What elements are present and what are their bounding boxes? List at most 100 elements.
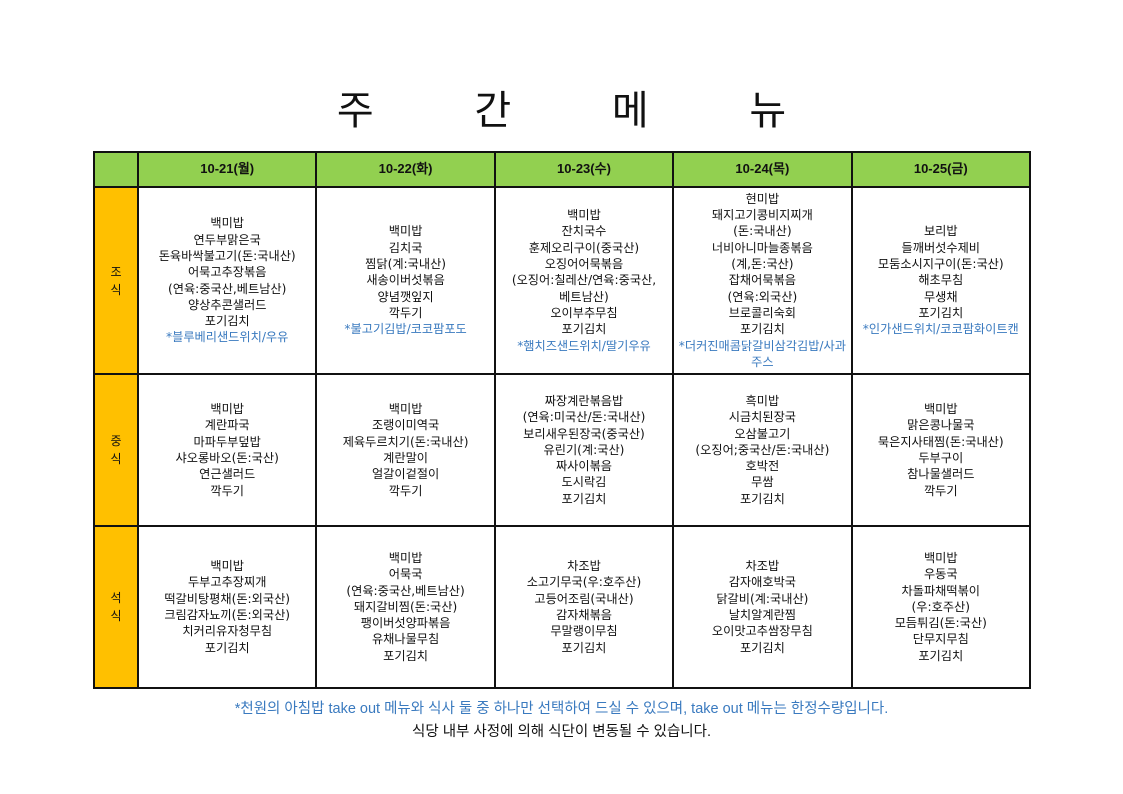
- corner-cell: [93, 151, 139, 188]
- menu-item: 감자채볶음: [555, 608, 612, 622]
- menu-cell: 백미밥 두부고추장찌개 떡갈비탕평채(돈:외국산) 크림감자뇨끼(돈:외국산) 치커리유…: [136, 525, 318, 689]
- menu-item: 포기김치: [918, 648, 964, 663]
- menu-item: 포기김치: [739, 322, 785, 337]
- menu-cell: 백미밥 조랭이미역국 제육두르치기(돈:국내산) 계란말이 얼갈이겉절이 깍두기: [315, 373, 496, 527]
- menu-item: 포기김치: [561, 322, 607, 337]
- menu-item: (연육:외국산): [727, 289, 798, 304]
- menu-item: 오징어어묵볶음: [544, 257, 624, 272]
- menu-item: 차돌파채떡볶이: [901, 583, 981, 598]
- menu-cell: 백미밥 어묵국 (연육:중국산,베트남산) 돼지갈비찜(돈:국산) 팽이버섯양파볶음 유채…: [315, 525, 496, 689]
- menu-item: 오이맛고추쌈장무침: [711, 624, 813, 639]
- menu-item: 마파두부덮밥: [193, 434, 261, 449]
- takeout-item: *인가샌드위치/코코팜화이트캔: [862, 322, 1019, 337]
- menu-item: 무생채: [923, 289, 958, 304]
- menu-item: 모듬튀김(돈:국산): [894, 616, 987, 631]
- menu-item: 돼지고기콩비지찌개: [711, 208, 813, 223]
- day-header: 10-22(화): [315, 151, 496, 188]
- menu-item: 포기김치: [739, 640, 785, 655]
- day-header: 10-25(금): [850, 151, 1032, 188]
- meal-label-char: 조: [110, 264, 122, 279]
- menu-cell: 백미밥 잔치국수 훈제오리구이(중국산) 오징어어묵볶음 (오징어:칠레산/연육:중국산…: [493, 186, 675, 375]
- menu-item: 브로콜리숙회: [728, 305, 796, 320]
- menu-item: 조랭이미역국: [371, 418, 440, 433]
- meal-label-char: 석: [110, 591, 122, 605]
- menu-cell: 백미밥 연두부맑은국 돈육바싹불고기(돈:국내산) 어묵고추장볶음 (연육:중국산,베트…: [136, 186, 318, 375]
- menu-item: 백미밥: [923, 402, 958, 417]
- menu-item: (우:호주산): [911, 599, 971, 614]
- meal-row-dinner: 석 식 백미밥 두부고추장찌개 떡갈비탕평채(돈:외국산) 크림감자뇨끼(돈:외국산) 치커…: [93, 525, 1032, 689]
- menu-item: 고등어조림(국내산): [534, 591, 634, 606]
- menu-item: 얼갈이겉절이: [371, 467, 440, 482]
- menu-item: 두부구이: [918, 451, 964, 465]
- menu-item: 새송이버섯볶음: [366, 273, 445, 288]
- menu-item: 묵은지사태찜(돈:국내산): [877, 434, 1004, 449]
- menu-item: 어묵고추장볶음: [187, 265, 267, 280]
- menu-item: (연육:중국산,베트남산): [167, 281, 287, 296]
- menu-item: 포기김치: [918, 305, 964, 320]
- meal-row-breakfast: 조 식 백미밥 연두부맑은국 돈육바싹불고기(돈:국내산) 어묵고추장볶음 (연육:중국산,…: [93, 186, 1032, 375]
- menu-item: 깍두기: [923, 483, 958, 498]
- menu-item: 잔치국수: [561, 224, 607, 239]
- menu-item: 포기김치: [739, 491, 785, 506]
- day-header: 10-24(목): [672, 151, 853, 188]
- menu-item: 샤오롱바오(돈:국산): [175, 451, 279, 465]
- menu-item: 모둠소시지구이(돈:국산): [877, 257, 1004, 272]
- menu-item: 포기김치: [383, 648, 429, 663]
- weekly-menu-table: 10-21(월) 10-22(화) 10-23(수) 10-24(목) 10-2…: [93, 151, 1032, 689]
- menu-item: 오이부추무침: [550, 305, 618, 320]
- menu-item: 백미밥: [388, 550, 423, 565]
- menu-item: (돈:국내산): [733, 224, 792, 239]
- menu-item: 참나물샐러드: [907, 467, 975, 482]
- meal-row-lunch: 중 식 백미밥 계란파국 마파두부덮밥 샤오롱바오(돈:국산) 연근샐러드 깍두기 백미밥 조랭이…: [93, 373, 1032, 527]
- menu-item: (오징어;중국산/돈:국내산): [695, 442, 830, 457]
- menu-item: 유린기(계:국산): [543, 442, 625, 457]
- menu-item: (연육:미국산/돈:국내산): [522, 410, 646, 425]
- menu-item: 잡채어묵볶음: [728, 273, 796, 288]
- menu-item: 백미밥: [210, 402, 245, 417]
- menu-item: 백미밥: [210, 216, 245, 231]
- menu-item: (연육:중국산,베트남산): [346, 583, 465, 598]
- menu-item: 보리새우된장국(중국산): [523, 426, 645, 441]
- meal-label-char: 식: [110, 282, 122, 297]
- change-note: 식당 내부 사정에 의해 식단이 변동될 수 있습니다.: [411, 724, 712, 740]
- takeout-item: *불고기김밥/코코팜포도: [344, 322, 467, 337]
- menu-item: 백미밥: [923, 550, 958, 565]
- menu-item: 짜장계란볶음밥: [544, 393, 624, 408]
- menu-item: 차조밥: [567, 559, 601, 574]
- menu-item: 너비아니마늘종볶음: [711, 240, 813, 255]
- menu-item: 두부고추장찌개: [187, 575, 267, 590]
- meal-label-char: 중: [110, 434, 122, 448]
- menu-item: 맑은콩나물국: [907, 418, 975, 433]
- menu-item: 짜사이볶음: [555, 459, 612, 474]
- menu-item: 포기김치: [204, 314, 250, 329]
- menu-item: 백미밥: [388, 224, 423, 239]
- menu-item: 포기김치: [561, 640, 607, 655]
- menu-item: 소고기무국(우:호주산): [526, 575, 642, 590]
- header-row: 10-21(월) 10-22(화) 10-23(수) 10-24(목) 10-2…: [93, 151, 1032, 188]
- menu-item: 호박전: [745, 459, 780, 474]
- menu-item: 시금치된장국: [728, 410, 796, 425]
- menu-item: 우동국: [923, 567, 958, 582]
- menu-item: 떡갈비탕평채(돈:외국산): [164, 591, 291, 606]
- menu-item: 들깨버섯수제비: [901, 240, 981, 255]
- menu-item: 연근샐러드: [199, 467, 256, 482]
- menu-cell: 흑미밥 시금치된장국 오삼불고기 (오징어;중국산/돈:국내산) 호박전 무쌈 포기김치: [672, 373, 853, 527]
- menu-item: 김치국: [388, 240, 423, 255]
- meal-label-char: 식: [110, 452, 122, 466]
- menu-item: 흑미밥: [745, 393, 780, 408]
- menu-item: 팽이버섯양파볶음: [360, 616, 451, 631]
- menu-item: 해초무침: [918, 273, 964, 288]
- menu-item: 감자애호박국: [728, 575, 796, 590]
- menu-item: 단무지무침: [912, 632, 969, 647]
- menu-item: 무말랭이무침: [550, 624, 618, 639]
- menu-item: 크림감자뇨끼(돈:외국산): [164, 608, 291, 622]
- menu-cell: 차조밥 감자애호박국 닭갈비(계:국내산) 날치알계란찜 오이맛고추쌈장무침 포기김치: [672, 525, 853, 689]
- menu-item: 찜닭(계:국내산): [365, 257, 447, 272]
- menu-item: 백미밥: [388, 402, 423, 417]
- takeout-item: *더커진매콤닭갈비삼각김밥/사과주스: [678, 338, 846, 369]
- menu-item: 계란말이: [383, 451, 429, 465]
